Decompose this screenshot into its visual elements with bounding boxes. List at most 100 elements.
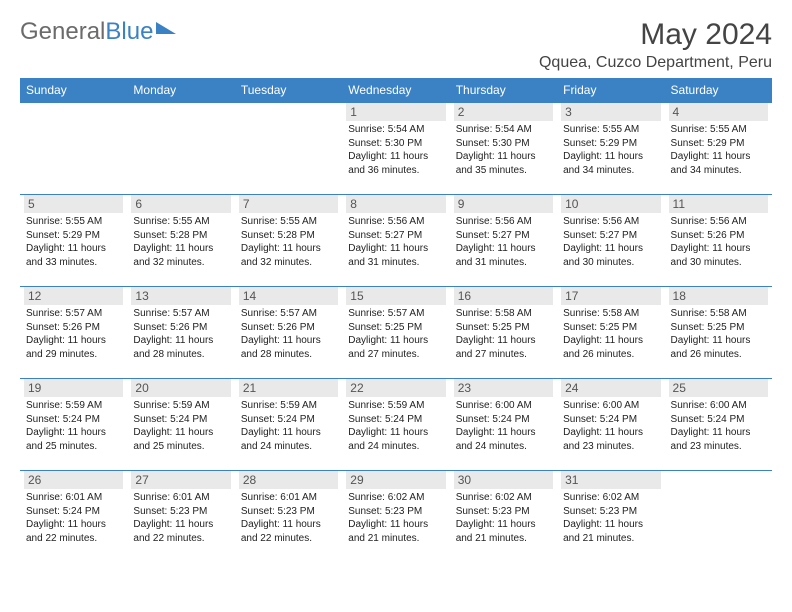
calendar-week-row: 26Sunrise: 6:01 AMSunset: 5:24 PMDayligh… bbox=[20, 471, 772, 563]
day-number: 30 bbox=[454, 471, 553, 489]
calendar-empty-cell bbox=[20, 103, 127, 195]
day-data: Sunrise: 5:54 AMSunset: 5:30 PMDaylight:… bbox=[346, 123, 445, 177]
day-number: 7 bbox=[239, 195, 338, 213]
calendar-day-cell: 31 Sunrise: 6:02 AMSunset: 5:23 PMDayligh… bbox=[557, 471, 664, 563]
calendar-day-cell: 18 Sunrise: 5:58 AMSunset: 5:25 PMDayligh… bbox=[665, 287, 772, 379]
day-number: 24 bbox=[561, 379, 660, 397]
day-number: 18 bbox=[669, 287, 768, 305]
day-number: 27 bbox=[131, 471, 230, 489]
calendar-day-cell: 29Sunrise: 6:02 AMSunset: 5:23 PMDayligh… bbox=[342, 471, 449, 563]
calendar-day-cell: 3 Sunrise: 5:55 AMSunset: 5:29 PMDaylight… bbox=[557, 103, 664, 195]
day-data: Sunrise: 5:59 AMSunset: 5:24 PMDaylight:… bbox=[24, 399, 123, 453]
day-data: Sunrise: 6:01 AMSunset: 5:23 PMDaylight:… bbox=[239, 491, 338, 545]
day-number: 19 bbox=[24, 379, 123, 397]
day-number: 21 bbox=[239, 379, 338, 397]
day-data: Sunrise: 5:58 AMSunset: 5:25 PMDaylight:… bbox=[669, 307, 768, 361]
calendar-week-row: 12 Sunrise: 5:57 AMSunset: 5:26 PMDayligh… bbox=[20, 287, 772, 379]
day-data: Sunrise: 5:55 AMSunset: 5:28 PMDaylight:… bbox=[239, 215, 338, 269]
day-data: Sunrise: 5:56 AMSunset: 5:26 PMDaylight:… bbox=[669, 215, 768, 269]
day-data: Sunrise: 5:59 AMSunset: 5:24 PMDaylight:… bbox=[346, 399, 445, 453]
day-number: 9 bbox=[454, 195, 553, 213]
calendar-day-cell: 4 Sunrise: 5:55 AMSunset: 5:29 PMDaylight… bbox=[665, 103, 772, 195]
day-number: 4 bbox=[669, 103, 768, 121]
calendar-day-cell: 30 Sunrise: 6:02 AMSunset: 5:23 PMDayligh… bbox=[450, 471, 557, 563]
day-number: 5 bbox=[24, 195, 123, 213]
calendar-day-cell: 13 Sunrise: 5:57 AMSunset: 5:26 PMDayligh… bbox=[127, 287, 234, 379]
calendar-day-cell: 19 Sunrise: 5:59 AMSunset: 5:24 PMDayligh… bbox=[20, 379, 127, 471]
calendar-weekday-header: SundayMondayTuesdayWednesdayThursdayFrid… bbox=[20, 78, 772, 103]
calendar-week-row: 5Sunrise: 5:55 AMSunset: 5:29 PMDaylight… bbox=[20, 195, 772, 287]
day-number: 6 bbox=[131, 195, 230, 213]
day-data: Sunrise: 6:01 AMSunset: 5:24 PMDaylight:… bbox=[24, 491, 123, 545]
weekday-header: Thursday bbox=[450, 78, 557, 103]
calendar-table: SundayMondayTuesdayWednesdayThursdayFrid… bbox=[20, 78, 772, 563]
day-number: 8 bbox=[346, 195, 445, 213]
day-data: Sunrise: 5:59 AMSunset: 5:24 PMDaylight:… bbox=[131, 399, 230, 453]
calendar-day-cell: 22 Sunrise: 5:59 AMSunset: 5:24 PMDayligh… bbox=[342, 379, 449, 471]
calendar-day-cell: 9 Sunrise: 5:56 AMSunset: 5:27 PMDaylight… bbox=[450, 195, 557, 287]
day-number: 13 bbox=[131, 287, 230, 305]
brand-name-blue: Blue bbox=[105, 18, 153, 46]
day-number: 1 bbox=[346, 103, 445, 121]
calendar-week-row: 19 Sunrise: 5:59 AMSunset: 5:24 PMDayligh… bbox=[20, 379, 772, 471]
calendar-day-cell: 5Sunrise: 5:55 AMSunset: 5:29 PMDaylight… bbox=[20, 195, 127, 287]
day-number: 11 bbox=[669, 195, 768, 213]
brand-name-gray: General bbox=[20, 18, 105, 46]
day-data: Sunrise: 6:02 AMSunset: 5:23 PMDaylight:… bbox=[346, 491, 445, 545]
day-data: Sunrise: 5:57 AMSunset: 5:26 PMDaylight:… bbox=[239, 307, 338, 361]
day-number: 2 bbox=[454, 103, 553, 121]
calendar-body: 1 Sunrise: 5:54 AMSunset: 5:30 PMDaylight… bbox=[20, 103, 772, 563]
day-number: 25 bbox=[669, 379, 768, 397]
day-number: 16 bbox=[454, 287, 553, 305]
day-data: Sunrise: 5:56 AMSunset: 5:27 PMDaylight:… bbox=[454, 215, 553, 269]
day-data: Sunrise: 6:01 AMSunset: 5:23 PMDaylight:… bbox=[131, 491, 230, 545]
day-number: 28 bbox=[239, 471, 338, 489]
weekday-header: Saturday bbox=[665, 78, 772, 103]
calendar-day-cell: 2 Sunrise: 5:54 AMSunset: 5:30 PMDaylight… bbox=[450, 103, 557, 195]
month-title: May 2024 bbox=[539, 18, 772, 52]
calendar-day-cell: 23 Sunrise: 6:00 AMSunset: 5:24 PMDayligh… bbox=[450, 379, 557, 471]
day-number: 23 bbox=[454, 379, 553, 397]
day-number: 22 bbox=[346, 379, 445, 397]
day-data: Sunrise: 6:00 AMSunset: 5:24 PMDaylight:… bbox=[454, 399, 553, 453]
calendar-day-cell: 8Sunrise: 5:56 AMSunset: 5:27 PMDaylight… bbox=[342, 195, 449, 287]
calendar-day-cell: 24 Sunrise: 6:00 AMSunset: 5:24 PMDayligh… bbox=[557, 379, 664, 471]
day-number: 12 bbox=[24, 287, 123, 305]
day-data: Sunrise: 6:02 AMSunset: 5:23 PMDaylight:… bbox=[454, 491, 553, 545]
day-data: Sunrise: 5:55 AMSunset: 5:29 PMDaylight:… bbox=[669, 123, 768, 177]
day-data: Sunrise: 5:57 AMSunset: 5:25 PMDaylight:… bbox=[346, 307, 445, 361]
calendar-empty-cell bbox=[235, 103, 342, 195]
day-number: 31 bbox=[561, 471, 660, 489]
day-number: 14 bbox=[239, 287, 338, 305]
day-number: 10 bbox=[561, 195, 660, 213]
calendar-day-cell: 16Sunrise: 5:58 AMSunset: 5:25 PMDayligh… bbox=[450, 287, 557, 379]
calendar-day-cell: 6Sunrise: 5:55 AMSunset: 5:28 PMDaylight… bbox=[127, 195, 234, 287]
weekday-header: Monday bbox=[127, 78, 234, 103]
day-data: Sunrise: 5:54 AMSunset: 5:30 PMDaylight:… bbox=[454, 123, 553, 177]
calendar-day-cell: 10 Sunrise: 5:56 AMSunset: 5:27 PMDayligh… bbox=[557, 195, 664, 287]
calendar-day-cell: 11 Sunrise: 5:56 AMSunset: 5:26 PMDayligh… bbox=[665, 195, 772, 287]
weekday-header: Friday bbox=[557, 78, 664, 103]
day-data: Sunrise: 5:55 AMSunset: 5:29 PMDaylight:… bbox=[561, 123, 660, 177]
day-data: Sunrise: 5:57 AMSunset: 5:26 PMDaylight:… bbox=[131, 307, 230, 361]
calendar-day-cell: 1 Sunrise: 5:54 AMSunset: 5:30 PMDaylight… bbox=[342, 103, 449, 195]
calendar-day-cell: 27 Sunrise: 6:01 AMSunset: 5:23 PMDayligh… bbox=[127, 471, 234, 563]
calendar-day-cell: 15Sunrise: 5:57 AMSunset: 5:25 PMDayligh… bbox=[342, 287, 449, 379]
calendar-day-cell: 20Sunrise: 5:59 AMSunset: 5:24 PMDayligh… bbox=[127, 379, 234, 471]
weekday-header: Wednesday bbox=[342, 78, 449, 103]
calendar-week-row: 1 Sunrise: 5:54 AMSunset: 5:30 PMDaylight… bbox=[20, 103, 772, 195]
calendar-day-cell: 28 Sunrise: 6:01 AMSunset: 5:23 PMDayligh… bbox=[235, 471, 342, 563]
day-data: Sunrise: 6:02 AMSunset: 5:23 PMDaylight:… bbox=[561, 491, 660, 545]
day-data: Sunrise: 6:00 AMSunset: 5:24 PMDaylight:… bbox=[561, 399, 660, 453]
calendar-day-cell: 12 Sunrise: 5:57 AMSunset: 5:26 PMDayligh… bbox=[20, 287, 127, 379]
weekday-header: Tuesday bbox=[235, 78, 342, 103]
calendar-day-cell: 7 Sunrise: 5:55 AMSunset: 5:28 PMDaylight… bbox=[235, 195, 342, 287]
calendar-day-cell: 26Sunrise: 6:01 AMSunset: 5:24 PMDayligh… bbox=[20, 471, 127, 563]
day-number: 3 bbox=[561, 103, 660, 121]
day-data: Sunrise: 5:58 AMSunset: 5:25 PMDaylight:… bbox=[561, 307, 660, 361]
calendar-day-cell: 25Sunrise: 6:00 AMSunset: 5:24 PMDayligh… bbox=[665, 379, 772, 471]
calendar-empty-cell bbox=[665, 471, 772, 563]
day-data: Sunrise: 5:57 AMSunset: 5:26 PMDaylight:… bbox=[24, 307, 123, 361]
day-data: Sunrise: 5:56 AMSunset: 5:27 PMDaylight:… bbox=[561, 215, 660, 269]
calendar-day-cell: 14 Sunrise: 5:57 AMSunset: 5:26 PMDayligh… bbox=[235, 287, 342, 379]
